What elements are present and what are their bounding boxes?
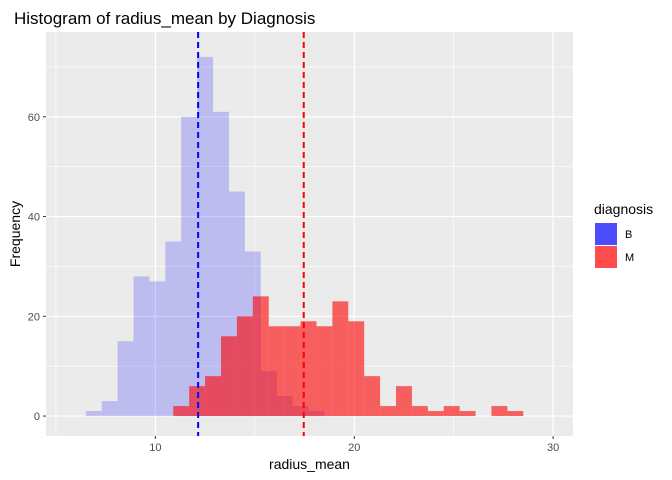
x-axis-title: radius_mean bbox=[269, 456, 350, 472]
bar-m bbox=[411, 406, 428, 417]
bar-b bbox=[165, 241, 182, 417]
mean-lines bbox=[197, 32, 305, 436]
bar-m bbox=[173, 406, 190, 417]
legend-label-m: M bbox=[625, 252, 634, 264]
bar-b bbox=[149, 281, 166, 417]
bar-m bbox=[380, 406, 397, 417]
bar-m bbox=[316, 326, 333, 417]
bar-m bbox=[236, 316, 253, 417]
bar-m bbox=[205, 376, 222, 417]
bar-m bbox=[443, 406, 460, 417]
bar-m bbox=[491, 406, 508, 417]
bar-m bbox=[364, 376, 381, 417]
bar-m bbox=[284, 326, 301, 417]
bar-b bbox=[133, 276, 150, 417]
bar-m bbox=[268, 326, 285, 417]
bar-m bbox=[507, 411, 524, 417]
x-tick-label: 10 bbox=[149, 442, 161, 454]
chart-title: Histogram of radius_mean by Diagnosis bbox=[14, 9, 315, 28]
y-tick-label: 40 bbox=[28, 212, 40, 224]
bar-m bbox=[332, 301, 349, 417]
x-axis-ticks: 10 20 30 bbox=[149, 436, 559, 454]
bar-b bbox=[117, 341, 134, 417]
legend-key-b bbox=[595, 223, 617, 245]
y-axis-ticks: 0 20 40 60 bbox=[28, 112, 46, 423]
bar-m bbox=[252, 296, 269, 417]
bar-b bbox=[85, 411, 102, 417]
y-axis-title: Frequency bbox=[7, 201, 23, 267]
bar-m bbox=[221, 336, 237, 417]
bar-m bbox=[396, 386, 412, 417]
bar-m bbox=[427, 411, 444, 417]
bar-m bbox=[348, 321, 365, 417]
x-tick-label: 20 bbox=[348, 442, 360, 454]
x-tick-label: 30 bbox=[547, 442, 559, 454]
legend-title: diagnosis bbox=[594, 201, 653, 217]
bar-b bbox=[101, 401, 118, 417]
legend: diagnosis B M bbox=[594, 201, 653, 268]
legend-key-m bbox=[595, 246, 617, 268]
bar-b bbox=[197, 56, 214, 417]
bar-m bbox=[459, 411, 476, 417]
y-tick-label: 0 bbox=[34, 411, 40, 423]
y-tick-label: 60 bbox=[28, 112, 40, 124]
legend-label-b: B bbox=[625, 229, 632, 241]
y-tick-label: 20 bbox=[28, 311, 40, 323]
bar-b bbox=[181, 116, 198, 417]
bar-m bbox=[189, 386, 206, 417]
